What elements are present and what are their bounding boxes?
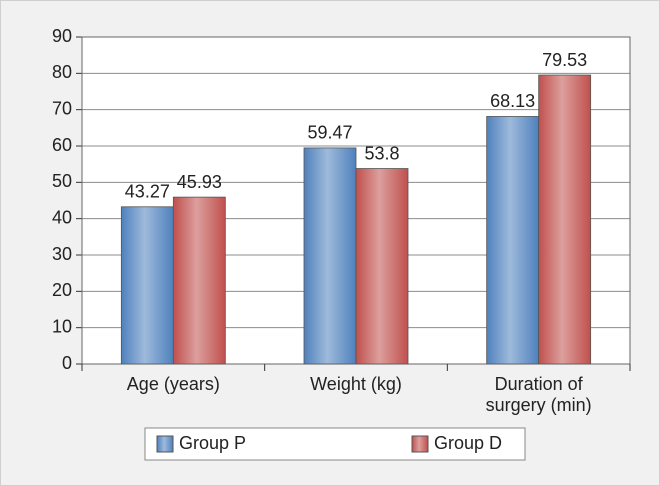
y-tick-label: 40: [52, 207, 72, 227]
legend-label: Group D: [434, 433, 502, 453]
x-tick-label: Weight (kg): [310, 374, 402, 394]
y-tick-label: 90: [52, 26, 72, 46]
bar: [355, 168, 409, 365]
bar: [172, 196, 226, 365]
y-tick-label: 10: [52, 316, 72, 336]
y-tick-label: 30: [52, 244, 72, 264]
y-tick-label: 50: [52, 171, 72, 191]
legend-swatch: [156, 435, 174, 453]
x-tick-label: Age (years): [126, 374, 220, 394]
y-tick-label: 70: [52, 98, 72, 118]
x-tick-label: Duration of surgery (min): [485, 374, 592, 415]
value-label: 53.8: [364, 143, 399, 163]
legend-swatch: [411, 435, 429, 453]
y-tick-label: 60: [52, 135, 72, 155]
bar: [486, 116, 540, 365]
bar: [538, 74, 592, 365]
bar: [120, 206, 174, 365]
legend-label: Group P: [179, 433, 246, 453]
value-label: 59.47: [307, 123, 352, 143]
value-label: 68.13: [490, 91, 535, 111]
bar: [303, 147, 357, 365]
legend-box: [144, 427, 526, 461]
value-label: 45.93: [177, 172, 222, 192]
y-tick-label: 0: [62, 353, 72, 373]
y-tick-label: 20: [52, 280, 72, 300]
y-tick-label: 80: [52, 62, 72, 82]
value-label: 79.53: [542, 50, 587, 70]
value-label: 43.27: [125, 182, 170, 202]
